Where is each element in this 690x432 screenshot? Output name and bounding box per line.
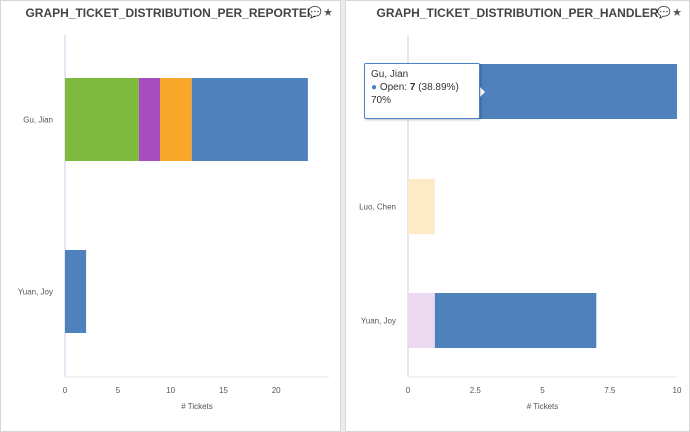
reporter-panel-actions: 💬★ [308,6,334,19]
tooltip-arrow-inner [478,85,485,99]
star-icon[interactable]: ★ [672,7,683,19]
tooltip-series-dot: ● [371,82,378,93]
x-tick-label: 15 [219,386,228,395]
reporter-panel-header: GRAPH_TICKET_DISTRIBUTION_PER_REPORTER 💬… [1,1,340,27]
x-tick-label: 7.5 [604,386,616,395]
reporter-panel: GRAPH_TICKET_DISTRIBUTION_PER_REPORTER 💬… [0,0,341,432]
bar-segment [65,78,139,161]
comment-icon[interactable]: 💬 [657,7,673,19]
bar-segment [191,78,308,161]
tooltip-series-line: ● Open: 7 (38.89%) [371,81,473,94]
x-tick-label: 20 [272,386,281,395]
comment-icon[interactable]: 💬 [308,7,324,19]
tooltip-title: Gu, Jian [371,69,409,80]
category-label: Yuan, Joy [18,288,53,297]
tooltip-percent: (38.89%) [415,82,459,93]
bar-segment [65,250,87,333]
reporter-chart-title: GRAPH_TICKET_DISTRIBUTION_PER_REPORTER [25,6,316,20]
x-axis-title: # Tickets [181,402,213,411]
x-tick-label: 10 [673,386,682,395]
handler-panel-header: GRAPH_TICKET_DISTRIBUTION_PER_HANDLER 💬★ [346,1,689,27]
chart-tooltip: Gu, Jian ● Open: 7 (38.89%) 70% [364,63,480,119]
category-label: Gu, Jian [23,116,53,125]
x-tick-label: 2.5 [470,386,482,395]
x-tick-label: 5 [116,386,121,395]
tooltip-extra: 70% [371,95,392,106]
star-icon[interactable]: ★ [323,7,334,19]
x-tick-label: 0 [406,386,411,395]
x-tick-label: 10 [166,386,175,395]
bar-segment [160,78,192,161]
bar-segment [408,179,435,234]
tooltip-series-name: Open: [379,82,410,93]
category-label: Yuan, Joy [361,317,396,326]
x-tick-label: 0 [63,386,68,395]
category-label: Luo, Chen [359,203,396,212]
handler-panel-actions: 💬★ [657,6,683,19]
bar-segment [408,293,435,348]
bar-segment [434,293,597,348]
x-axis-title: # Tickets [527,402,559,411]
tooltip-value: 7 [409,82,416,93]
handler-chart-title: GRAPH_TICKET_DISTRIBUTION_PER_HANDLER [376,6,659,20]
bar-segment [138,78,161,161]
x-tick-label: 5 [540,386,545,395]
